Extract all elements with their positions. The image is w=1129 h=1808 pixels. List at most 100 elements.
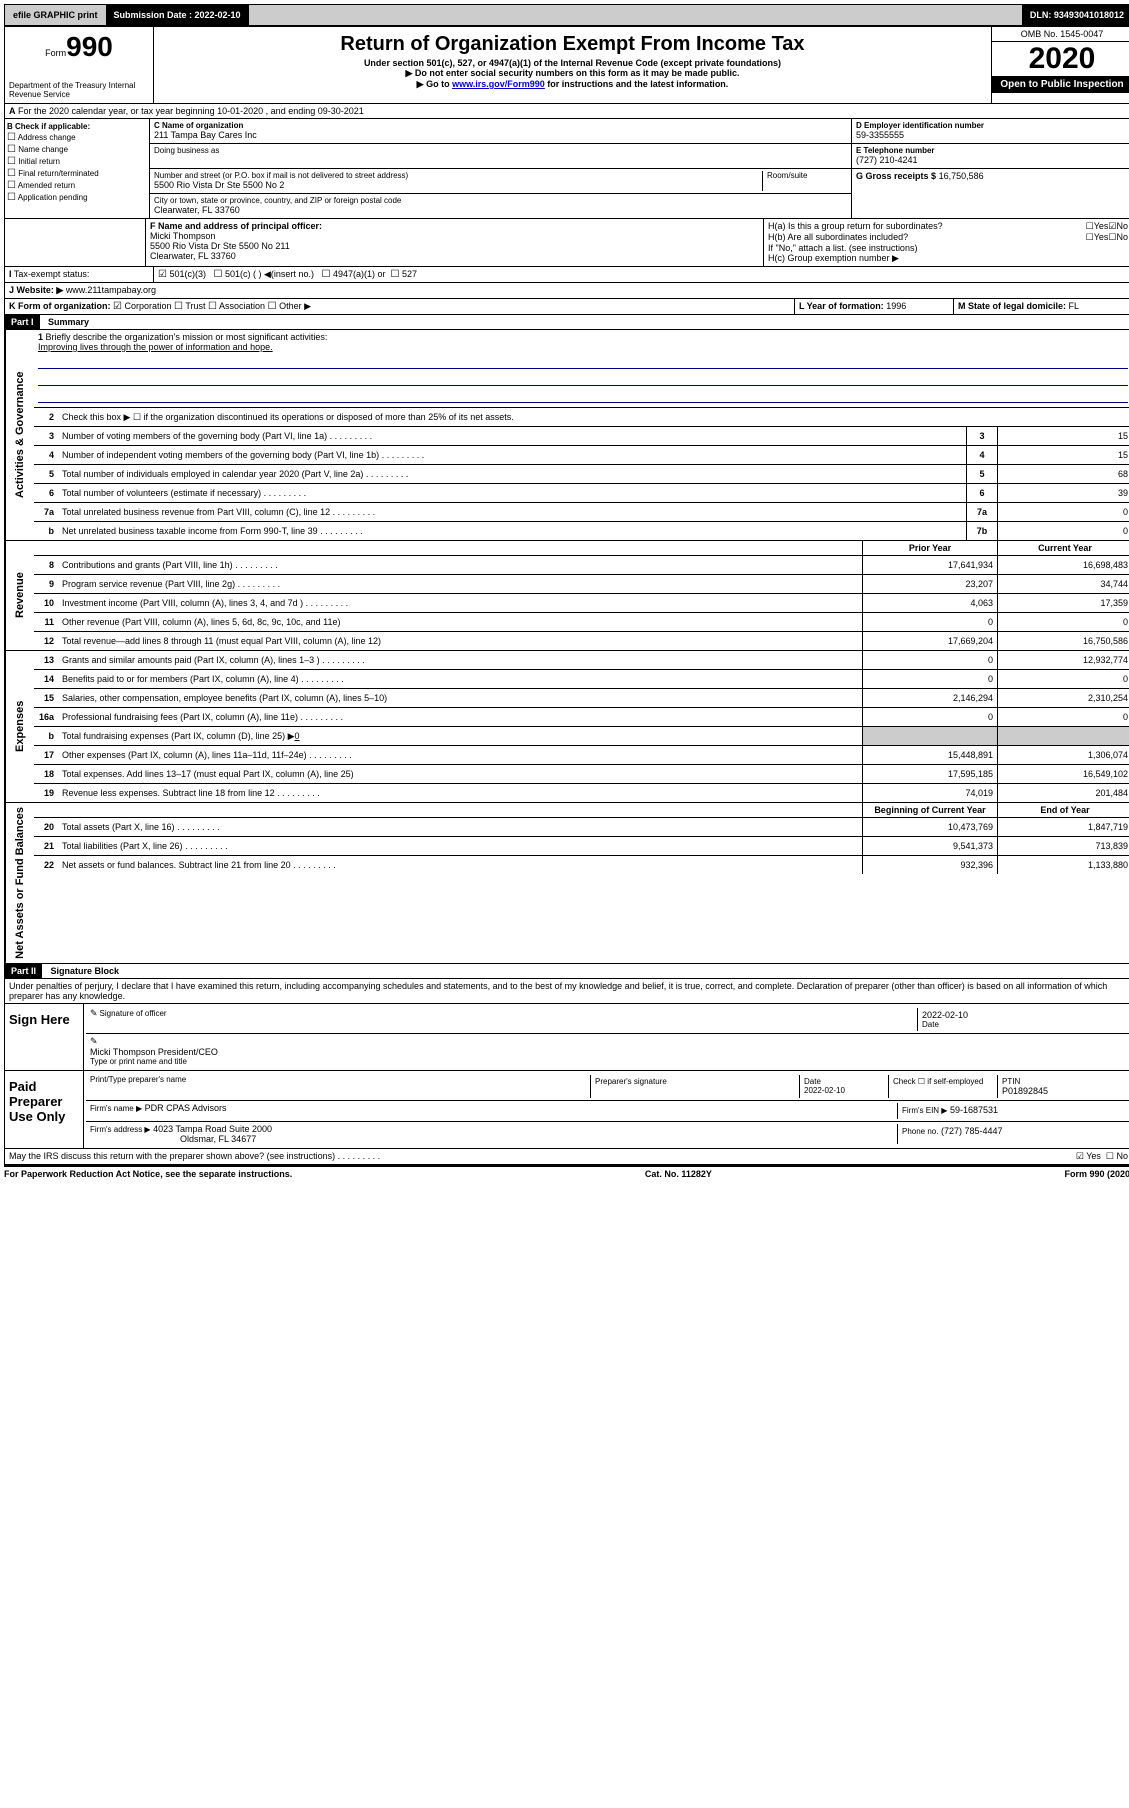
- part2-header: Part II Signature Block: [4, 964, 1129, 979]
- declaration-text: Under penalties of perjury, I declare th…: [4, 979, 1129, 1004]
- chk-other[interactable]: ☐: [268, 301, 277, 312]
- c14: 0: [997, 670, 1129, 688]
- sub3-pre: ▶ Go to: [417, 79, 452, 89]
- footer-right: Form 990 (2020): [1064, 1169, 1129, 1179]
- firm-ein: 59-1687531: [950, 1105, 998, 1115]
- chk-final[interactable]: Final return/terminated: [18, 169, 98, 178]
- discuss-yes[interactable]: ☑ Yes: [1076, 1151, 1101, 1162]
- side-expenses: Expenses: [5, 651, 34, 802]
- c20: 1,847,719: [997, 818, 1129, 836]
- l8: Contributions and grants (Part VIII, lin…: [58, 559, 862, 571]
- chk-pending[interactable]: Application pending: [18, 193, 88, 202]
- line-j: J Website: ▶ www.211tampabay.org: [4, 283, 1129, 299]
- section-f-h: F Name and address of principal officer:…: [4, 219, 1129, 267]
- chk-501c3[interactable]: ☑: [158, 269, 167, 280]
- sig-officer-label: Signature of officer: [100, 1009, 167, 1018]
- hb-yes[interactable]: ☐Yes: [1086, 232, 1109, 243]
- firm-city: Oldsmar, FL 34677: [90, 1134, 256, 1144]
- chk-name-change[interactable]: Name change: [18, 145, 68, 154]
- underline: [38, 371, 1128, 386]
- line-i: I Tax-exempt status: ☑ 501(c)(3) ☐ 501(c…: [4, 267, 1129, 283]
- c9: 34,744: [997, 575, 1129, 593]
- submission-date: Submission Date : 2022-02-10: [106, 5, 249, 25]
- v6: 39: [997, 484, 1129, 502]
- c17: 1,306,074: [997, 746, 1129, 764]
- l21: Total liabilities (Part X, line 26): [58, 840, 862, 852]
- current-year-hdr: Current Year: [997, 541, 1129, 555]
- firm-ein-label: Firm's EIN ▶: [902, 1106, 947, 1115]
- p18: 17,595,185: [862, 765, 997, 783]
- end-year-hdr: End of Year: [997, 803, 1129, 817]
- subtitle-2: ▶ Do not enter social security numbers o…: [158, 68, 987, 79]
- addr-label: Number and street (or P.O. box if mail i…: [154, 171, 762, 180]
- p19: 74,019: [862, 784, 997, 802]
- prior-year-hdr: Prior Year: [862, 541, 997, 555]
- l3-text: Number of voting members of the governin…: [58, 430, 966, 442]
- chk-amended[interactable]: Amended return: [18, 181, 75, 190]
- l16b-pre: Total fundraising expenses (Part IX, col…: [62, 731, 295, 741]
- line-a-text: For the 2020 calendar year, or tax year …: [18, 106, 364, 116]
- open-inspection: Open to Public Inspection: [992, 76, 1129, 93]
- chk-trust[interactable]: ☐: [174, 301, 183, 312]
- v4: 15: [997, 446, 1129, 464]
- p22: 932,396: [862, 856, 997, 874]
- 501c-label: 501(c) ( ) ◀(insert no.): [225, 269, 314, 279]
- c8: 16,698,483: [997, 556, 1129, 574]
- paid-prep-label: Paid Preparer Use Only: [5, 1071, 84, 1148]
- dba-label: Doing business as: [154, 146, 847, 155]
- c13: 12,932,774: [997, 651, 1129, 669]
- expenses-section: Expenses 13Grants and similar amounts pa…: [4, 651, 1129, 803]
- side-netassets: Net Assets or Fund Balances: [5, 803, 34, 963]
- website-label: Website: ▶: [17, 285, 64, 295]
- v7b: 0: [997, 522, 1129, 540]
- p10: 4,063: [862, 594, 997, 612]
- l10: Investment income (Part VIII, column (A)…: [58, 597, 862, 609]
- chk-corp[interactable]: ☑: [113, 301, 122, 312]
- discuss-no[interactable]: ☐ No: [1106, 1151, 1128, 1162]
- l7a-text: Total unrelated business revenue from Pa…: [58, 506, 966, 518]
- ha-no[interactable]: ☑No: [1108, 221, 1128, 232]
- p11: 0: [862, 613, 997, 631]
- box-b: B Check if applicable: ☐ Address change …: [5, 119, 150, 218]
- footer-center: Cat. No. 11282Y: [645, 1169, 712, 1179]
- instructions-link[interactable]: www.irs.gov/Form990: [452, 79, 545, 89]
- website-value[interactable]: www.211tampabay.org: [66, 285, 156, 295]
- revenue-section: Revenue Prior YearCurrent Year 8Contribu…: [4, 541, 1129, 651]
- c11: 0: [997, 613, 1129, 631]
- efile-label[interactable]: efile GRAPHIC print: [5, 8, 106, 22]
- tax-year: 2020: [992, 42, 1129, 76]
- l12: Total revenue—add lines 8 through 11 (mu…: [58, 635, 862, 647]
- 4947-label: 4947(a)(1) or: [333, 269, 386, 279]
- chk-address-change[interactable]: Address change: [18, 133, 76, 142]
- l22: Net assets or fund balances. Subtract li…: [58, 859, 862, 871]
- prep-sig-label: Preparer's signature: [590, 1075, 799, 1098]
- sig-date-label: Date: [922, 1020, 1122, 1029]
- l2-text: Check this box ▶ ☐ if the organization d…: [58, 411, 1129, 424]
- dept-label: Department of the Treasury Internal Reve…: [9, 81, 149, 99]
- beg-year-hdr: Beginning of Current Year: [862, 803, 997, 817]
- sig-date-val: 2022-02-10: [922, 1010, 1122, 1020]
- ptin-label: PTIN: [1002, 1077, 1122, 1086]
- chk-527[interactable]: ☐: [391, 269, 400, 280]
- section-a: B Check if applicable: ☐ Address change …: [4, 119, 1129, 219]
- chk-self-employed[interactable]: Check ☐ if self-employed: [888, 1075, 997, 1098]
- v3: 15: [997, 427, 1129, 445]
- chk-4947[interactable]: ☐: [321, 269, 330, 280]
- line-klm: K Form of organization: ☑ Corporation ☐ …: [4, 299, 1129, 315]
- ha-yes[interactable]: ☐Yes: [1086, 221, 1109, 232]
- omb-number: OMB No. 1545-0047: [992, 27, 1129, 42]
- officer-name-title: Micki Thompson President/CEO: [90, 1047, 218, 1057]
- prep-date-label: Date: [804, 1077, 821, 1086]
- ein-label: D Employer identification number: [856, 121, 1128, 130]
- chk-assoc[interactable]: ☐: [208, 301, 217, 312]
- chk-initial[interactable]: Initial return: [18, 157, 60, 166]
- l17: Other expenses (Part IX, column (A), lin…: [58, 749, 862, 761]
- l11: Other revenue (Part VIII, column (A), li…: [58, 616, 862, 628]
- chk-501c[interactable]: ☐: [214, 269, 223, 280]
- sign-here-block: Sign Here ✎Signature of officer 2022-02-…: [4, 1004, 1129, 1071]
- hb-no[interactable]: ☐No: [1108, 232, 1128, 243]
- tax-exempt-label: Tax-exempt status:: [14, 269, 90, 279]
- l9: Program service revenue (Part VIII, line…: [58, 578, 862, 590]
- underline: [38, 388, 1128, 403]
- m-label: M State of legal domicile:: [958, 301, 1066, 311]
